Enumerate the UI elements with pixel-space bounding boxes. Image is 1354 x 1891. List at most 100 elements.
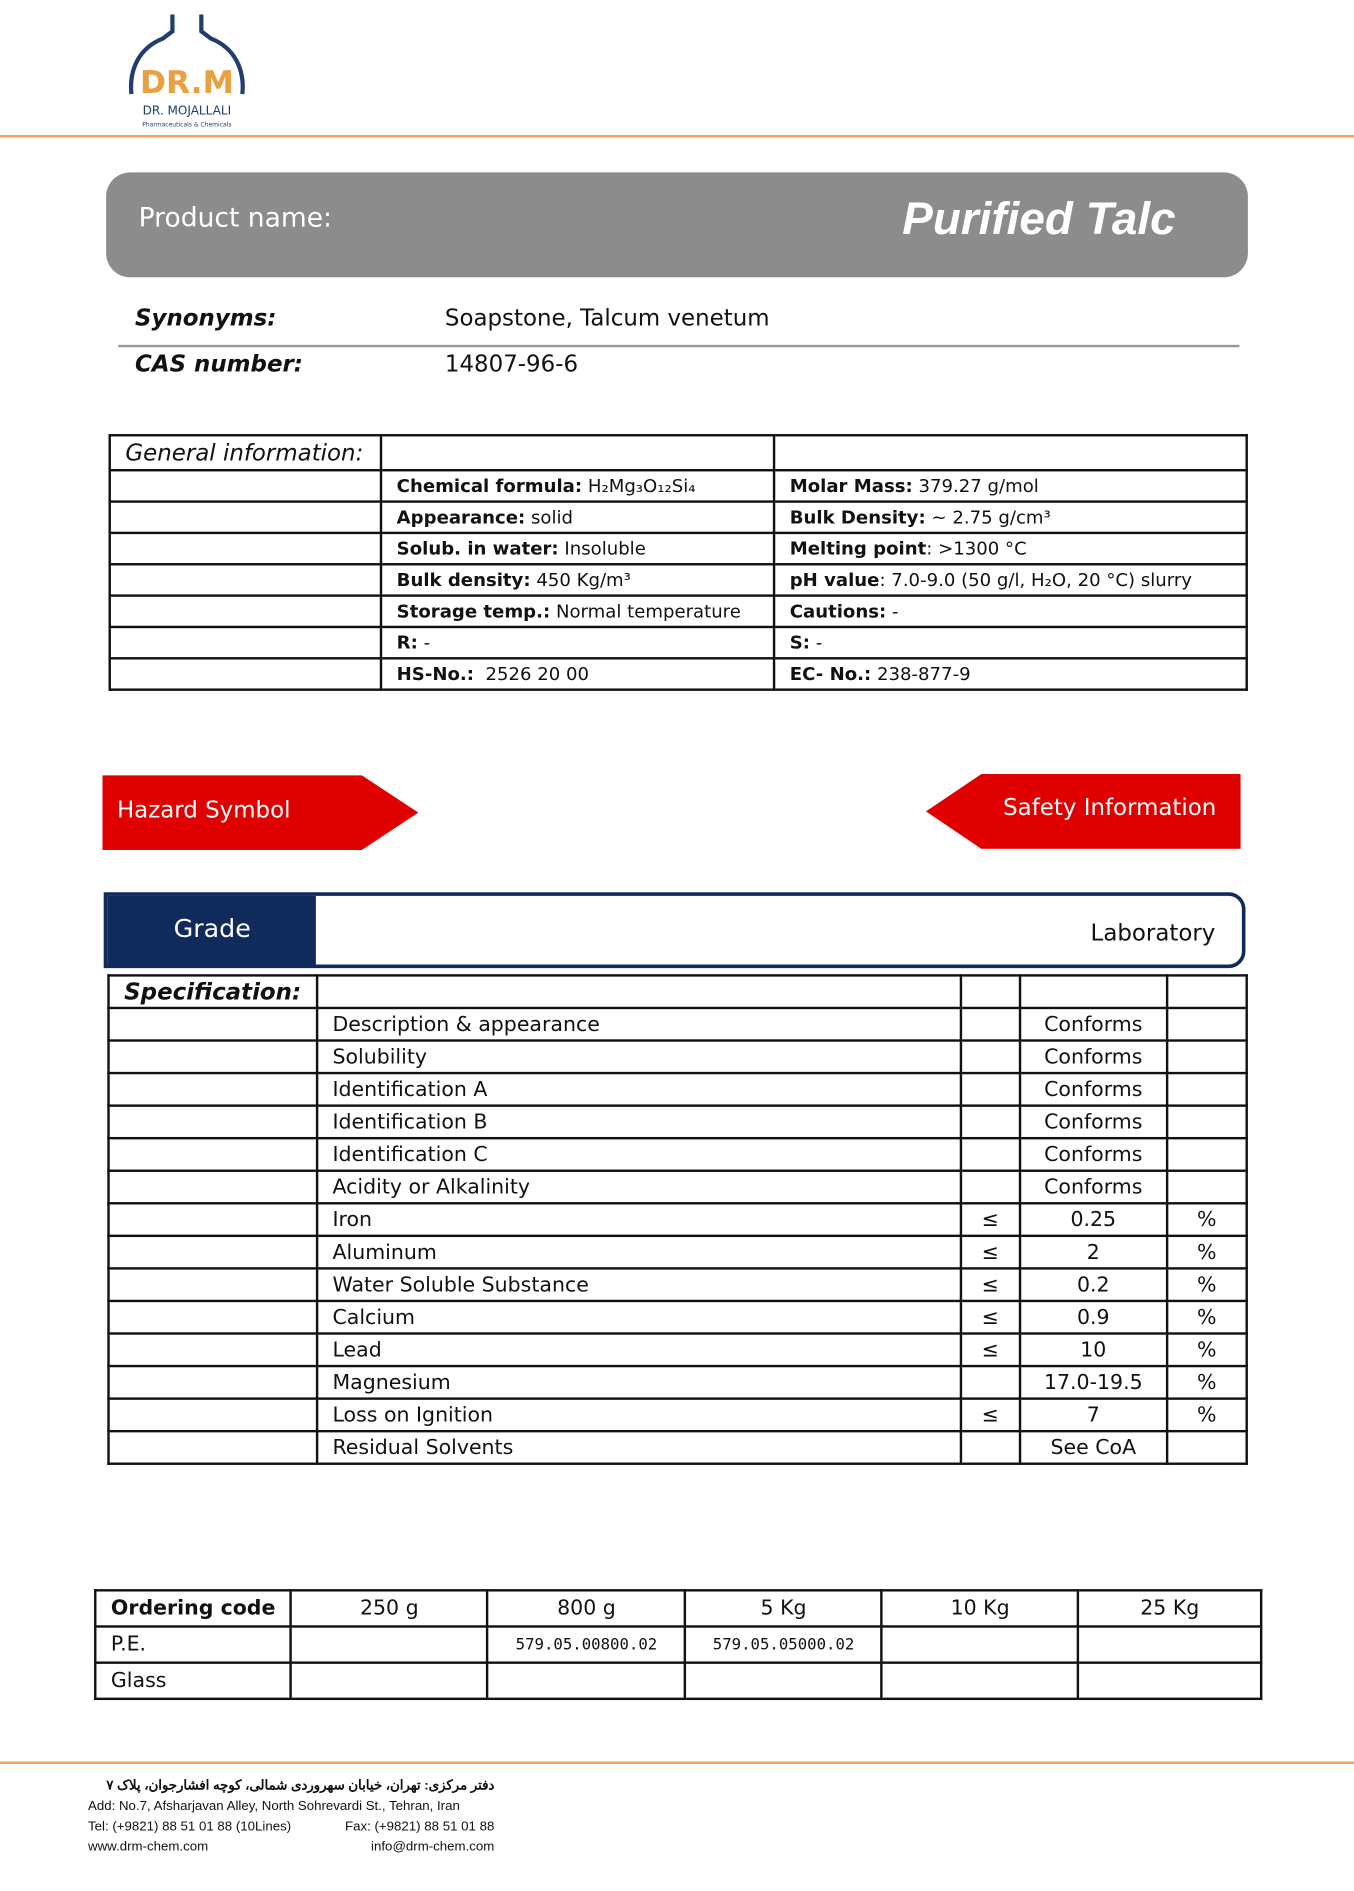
footer-persian-address: دفتر مرکزی: تهران، خیابان سهروردی شمالی،… bbox=[106, 1778, 495, 1793]
field-value: H₂Mg₃O₁₂Si₄ bbox=[582, 475, 696, 497]
spec-val: 0.25 bbox=[1018, 1202, 1169, 1238]
field-label: Storage temp.: bbox=[396, 600, 551, 623]
spec-row: Iron ≤0.25% bbox=[107, 1202, 1248, 1238]
grade-value: Laboratory bbox=[1090, 919, 1216, 947]
general-info-cell: Solub. in water: Insoluble bbox=[379, 531, 776, 566]
spec-test: Aluminum bbox=[315, 1234, 962, 1270]
svg-text:DR.M: DR.M bbox=[140, 65, 234, 101]
general-info-table: General information: Chemical formula: H… bbox=[108, 434, 1248, 691]
spec-val: 10 bbox=[1018, 1332, 1169, 1368]
specification-table: Specification: Description & appearance C… bbox=[107, 974, 1248, 1465]
spec-row: Lead ≤10% bbox=[107, 1332, 1248, 1368]
svg-text:DR. MOJALLALI: DR. MOJALLALI bbox=[143, 104, 232, 118]
general-info-row: Appearance: solid Bulk Density: ~ 2.75 g/… bbox=[108, 500, 1248, 535]
footer-fax: Fax: (+9821) 88 51 01 88 bbox=[345, 1819, 495, 1834]
ordering-header-cell: Ordering code bbox=[94, 1589, 293, 1628]
general-info-cell: Storage temp.: Normal temperature bbox=[379, 594, 776, 629]
ordering-cell bbox=[684, 1661, 884, 1701]
field-value: ~ 2.75 g/cm³ bbox=[925, 506, 1051, 529]
spec-row: Identification C Conforms bbox=[107, 1136, 1248, 1172]
spec-op bbox=[959, 1039, 1021, 1075]
spec-row: Aluminum ≤2% bbox=[107, 1234, 1248, 1270]
spec-unit: % bbox=[1165, 1299, 1248, 1335]
spec-unit: % bbox=[1165, 1364, 1248, 1400]
spec-row: Identification A Conforms bbox=[107, 1071, 1248, 1107]
spec-row: Loss on Ignition ≤7% bbox=[107, 1397, 1248, 1433]
spec-val: 17.0-19.5 bbox=[1018, 1364, 1169, 1400]
field-value: : 7.0-9.0 (50 g/l, H₂O, 20 °C) slurry bbox=[879, 569, 1193, 591]
spec-op bbox=[959, 1104, 1021, 1140]
grade-label: Grade bbox=[173, 913, 251, 943]
product-name-banner: Product name: Purified Talc bbox=[106, 172, 1248, 278]
safety-information-label: Safety Information bbox=[1003, 794, 1217, 822]
spec-test: Calcium bbox=[315, 1299, 962, 1335]
hazard-symbol-tab: Hazard Symbol bbox=[102, 775, 419, 851]
spec-row: Description & appearance Conforms bbox=[107, 1006, 1248, 1042]
field-label: HS-No.: bbox=[396, 663, 475, 685]
general-info-cell: pH value: 7.0-9.0 (50 g/l, H₂O, 20 °C) s… bbox=[772, 563, 1248, 597]
field-value: : >1300 °C bbox=[926, 537, 1027, 560]
header-divider bbox=[0, 135, 1354, 138]
spec-unit bbox=[1165, 1104, 1248, 1140]
field-value: solid bbox=[525, 506, 574, 529]
footer-website[interactable]: www.drm-chem.com bbox=[88, 1839, 209, 1855]
field-label: S: bbox=[789, 631, 811, 654]
field-label: Cautions: bbox=[789, 600, 887, 623]
ordering-header-cell: 5 Kg bbox=[684, 1589, 884, 1628]
spec-test: Identification B bbox=[315, 1104, 962, 1140]
spec-op bbox=[959, 1006, 1021, 1042]
field-label: pH value bbox=[789, 569, 880, 591]
general-info-cell: HS-No.: 2526 20 00 bbox=[379, 657, 776, 691]
spec-unit bbox=[1165, 1136, 1248, 1172]
spec-test: Solubility bbox=[315, 1039, 962, 1075]
spec-test: Identification C bbox=[315, 1136, 962, 1172]
spec-val: Conforms bbox=[1018, 1136, 1169, 1172]
field-label: R: bbox=[396, 631, 418, 654]
field-label: EC- No.: bbox=[789, 663, 872, 685]
cas-value: 14807-96-6 bbox=[444, 350, 579, 378]
ordering-header-cell: 25 Kg bbox=[1077, 1589, 1263, 1628]
product-name: Purified Talc bbox=[902, 194, 1176, 245]
general-info-row: R: - S: - bbox=[108, 625, 1248, 660]
spec-row: Residual Solvents See CoA bbox=[107, 1429, 1248, 1465]
ordering-row: Glass bbox=[94, 1661, 1263, 1701]
field-value: - bbox=[417, 631, 431, 654]
spec-op: ≤ bbox=[959, 1397, 1021, 1433]
ordering-cell: Glass bbox=[94, 1661, 293, 1701]
field-label: Molar Mass: bbox=[789, 475, 913, 497]
spec-val: 0.9 bbox=[1018, 1299, 1169, 1335]
ordering-cell bbox=[289, 1661, 489, 1701]
product-name-label: Product name: bbox=[138, 203, 332, 234]
footer-address: Add: No.7, Afsharjavan Alley, North Sohr… bbox=[88, 1798, 460, 1814]
spec-row: Water Soluble Substance ≤0.2% bbox=[107, 1267, 1248, 1303]
ordering-cell bbox=[880, 1625, 1080, 1664]
specification-title: Specification: bbox=[107, 974, 319, 1010]
spec-test: Water Soluble Substance bbox=[315, 1267, 962, 1303]
field-value: Insoluble bbox=[558, 537, 646, 560]
general-info-row: HS-No.: 2526 20 00 EC- No.: 238-877-9 bbox=[108, 657, 1248, 691]
spec-unit bbox=[1165, 1039, 1248, 1075]
safety-information-tab: Safety Information bbox=[925, 774, 1241, 849]
spec-unit: % bbox=[1165, 1202, 1248, 1238]
spec-val: See CoA bbox=[1018, 1429, 1169, 1465]
footer-email[interactable]: info@drm-chem.com bbox=[371, 1839, 495, 1855]
divider bbox=[118, 344, 1240, 348]
ordering-header-cell: 250 g bbox=[289, 1589, 489, 1628]
field-value: 2526 20 00 bbox=[474, 663, 590, 685]
general-info-cell: Melting point: >1300 °C bbox=[772, 531, 1248, 566]
company-logo: DR.M DR. MOJALLALI Pharmaceuticals & Che… bbox=[127, 12, 248, 130]
general-info-cell: Cautions: - bbox=[772, 594, 1248, 629]
cas-label: CAS number: bbox=[135, 350, 303, 378]
general-info-cell: R: - bbox=[379, 625, 776, 660]
grade-box: Grade Laboratory bbox=[103, 892, 1246, 969]
general-info-cell: Appearance: solid bbox=[379, 500, 776, 535]
field-value: - bbox=[810, 631, 823, 654]
general-info-cell: S: - bbox=[772, 625, 1248, 660]
spec-test: Description & appearance bbox=[315, 1006, 962, 1042]
spec-row: Acidity or Alkalinity Conforms bbox=[107, 1169, 1248, 1205]
footer-divider bbox=[0, 1761, 1354, 1764]
spec-unit: % bbox=[1165, 1234, 1248, 1270]
field-label: Bulk density: bbox=[396, 569, 531, 591]
field-value: 238-877-9 bbox=[871, 663, 971, 685]
spec-row: Magnesium 17.0-19.5% bbox=[107, 1364, 1248, 1400]
